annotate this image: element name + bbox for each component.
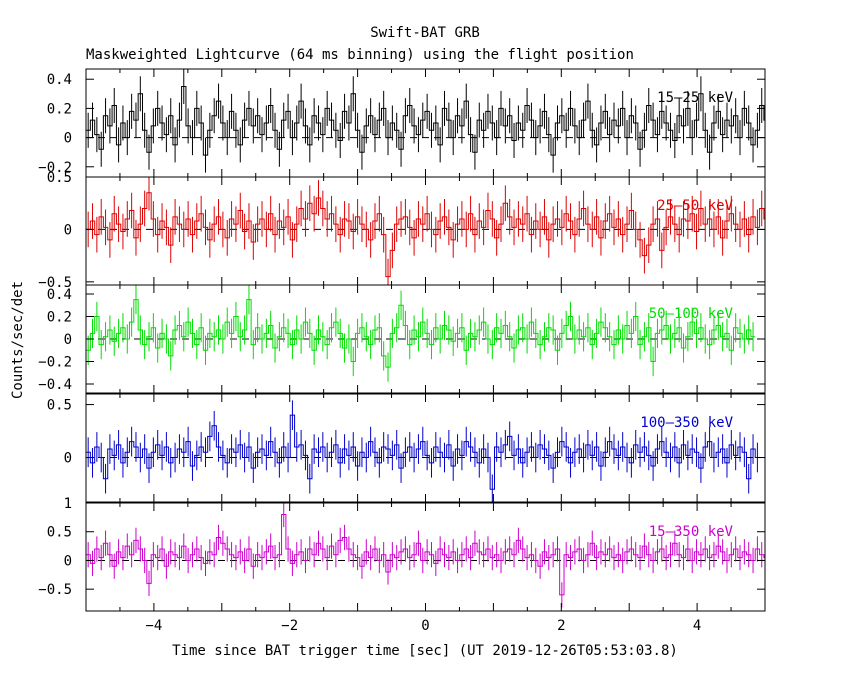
y-tick-label: 0	[64, 222, 72, 238]
band-label: 25–50 keV	[657, 198, 733, 214]
y-tick-label: −0.5	[38, 582, 72, 598]
series-line	[86, 513, 765, 596]
y-tick-label: 0.4	[47, 72, 72, 88]
panel-content	[86, 400, 765, 502]
y-tick-label: 0	[64, 131, 72, 147]
series-line	[86, 299, 756, 368]
panel-3: −0.4 −0.2 0 0.2 0.4 50–100 keV	[38, 284, 766, 394]
band-label: 100–350 keV	[640, 415, 733, 431]
series-line	[86, 86, 765, 156]
y-tick-label: −0.4	[38, 377, 72, 393]
panel-content	[86, 285, 765, 382]
y-tick-label: 0.2	[47, 310, 72, 326]
y-tick-label: 0.5	[47, 525, 72, 541]
y-tick-label: −0.5	[38, 275, 72, 291]
series-line	[86, 192, 765, 278]
panels-layer: −0.200.20.415–25 keV−0.500.525–50 keV−0.…	[38, 68, 766, 634]
x-tick-label: −2	[281, 618, 298, 634]
panel-content	[86, 503, 765, 608]
y-tick-label: 0.5	[47, 398, 72, 414]
y-tick-label: −0.2	[38, 160, 72, 176]
y-tick-label: −0.2	[38, 355, 72, 371]
band-label: 15–25 keV	[657, 90, 733, 106]
panel-4: 0 0.5 100–350 keV	[47, 393, 766, 503]
panel-1: −0.2 0 0.2 0.4 15–25 keV	[38, 68, 766, 178]
x-axis-label: Time since BAT trigger time [sec] (UT 20…	[172, 643, 678, 659]
chart-title: Swift-BAT GRB	[370, 25, 480, 41]
panel-5: −0.5 0 0.5 1 15–350 keV	[38, 496, 766, 612]
x-tick-label: 4	[693, 618, 701, 634]
y-axis-label: Counts/sec/det	[10, 281, 26, 399]
x-tick-label: −4	[145, 618, 162, 634]
band-label: 50–100 keV	[649, 306, 734, 322]
panel-content	[86, 69, 765, 173]
band-label: 15–350 keV	[649, 524, 734, 540]
x-tick-label: 2	[557, 618, 565, 634]
chart-subtitle: Maskweighted Lightcurve (64 ms binning) …	[86, 47, 634, 63]
series-line	[86, 414, 760, 490]
panel-content	[86, 177, 765, 285]
y-tick-label: 0.5	[47, 170, 72, 186]
panel-2: −0.5 0 0.5 25–50 keV	[38, 170, 766, 291]
y-tick-label: 0	[64, 451, 72, 467]
x-tick-label: 0	[421, 618, 429, 634]
y-tick-label: 0.4	[47, 287, 72, 303]
y-tick-label: 1	[64, 496, 72, 512]
y-tick-label: 0	[64, 553, 72, 569]
y-tick-label: 0.2	[47, 101, 72, 117]
y-tick-label: 0	[64, 332, 72, 348]
